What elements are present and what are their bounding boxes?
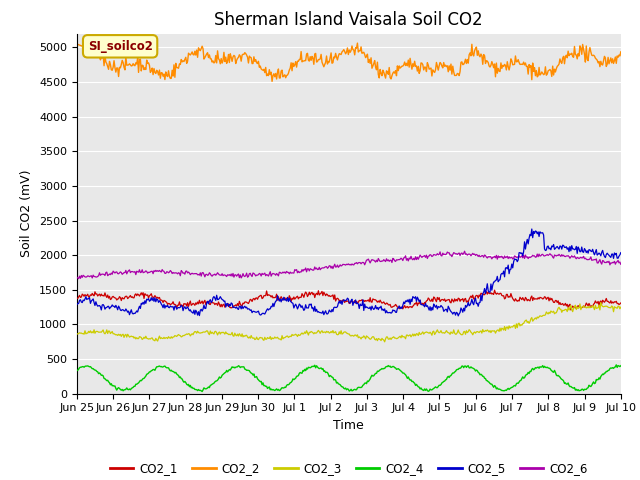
CO2_3 (617, 304, 625, 310)
CO2_5 (319, 308, 327, 314)
Text: SI_soilco2: SI_soilco2 (88, 40, 152, 53)
CO2_3 (483, 327, 491, 333)
CO2_1 (213, 301, 221, 307)
CO2_3 (437, 328, 445, 334)
CO2_4 (320, 369, 328, 374)
CO2_3 (394, 335, 402, 341)
CO2_5 (394, 306, 401, 312)
CO2_6 (73, 274, 81, 280)
CO2_2 (438, 63, 445, 69)
CO2_6 (617, 262, 625, 267)
CO2_2 (617, 49, 625, 55)
CO2_2 (169, 73, 177, 79)
CO2_2 (268, 78, 276, 84)
CO2_6 (394, 257, 402, 263)
CO2_4 (483, 378, 491, 384)
CO2_1 (169, 299, 177, 305)
CO2_6 (214, 270, 221, 276)
CO2_3 (319, 330, 327, 336)
Y-axis label: Soil CO2 (mV): Soil CO2 (mV) (20, 170, 33, 257)
CO2_1 (617, 300, 625, 306)
CO2_5 (169, 304, 177, 310)
Line: CO2_5: CO2_5 (77, 229, 621, 316)
CO2_3 (381, 339, 388, 345)
Legend: CO2_1, CO2_2, CO2_3, CO2_4, CO2_5, CO2_6: CO2_1, CO2_2, CO2_3, CO2_4, CO2_5, CO2_6 (105, 457, 593, 480)
CO2_6 (320, 265, 328, 271)
CO2_5 (454, 313, 462, 319)
CO2_6 (437, 252, 445, 258)
X-axis label: Time: Time (333, 419, 364, 432)
CO2_4 (394, 366, 402, 372)
CO2_6 (461, 248, 468, 254)
CO2_1 (436, 299, 444, 304)
CO2_1 (319, 293, 327, 299)
CO2_4 (73, 368, 81, 373)
CO2_6 (170, 270, 178, 276)
CO2_2 (73, 41, 81, 47)
Line: CO2_2: CO2_2 (77, 43, 621, 81)
CO2_5 (528, 226, 536, 232)
CO2_2 (213, 60, 221, 66)
CO2_4 (617, 363, 625, 369)
CO2_3 (169, 334, 177, 340)
CO2_1 (567, 307, 575, 313)
CO2_1 (73, 295, 81, 301)
CO2_2 (320, 64, 328, 70)
CO2_3 (213, 330, 221, 336)
CO2_2 (353, 40, 361, 46)
CO2_4 (198, 389, 206, 395)
CO2_6 (484, 254, 492, 260)
CO2_4 (437, 382, 445, 387)
CO2_1 (491, 288, 499, 293)
CO2_5 (436, 304, 444, 310)
CO2_5 (213, 292, 221, 298)
Line: CO2_3: CO2_3 (77, 302, 621, 342)
CO2_5 (73, 302, 81, 308)
CO2_4 (169, 369, 177, 374)
CO2_2 (396, 63, 403, 69)
CO2_1 (483, 288, 490, 294)
CO2_3 (597, 300, 605, 305)
CO2_2 (484, 60, 492, 65)
CO2_5 (617, 250, 625, 255)
CO2_3 (73, 331, 81, 336)
CO2_5 (483, 281, 491, 287)
CO2_4 (612, 362, 620, 368)
Line: CO2_4: CO2_4 (77, 365, 621, 392)
Line: CO2_6: CO2_6 (77, 251, 621, 279)
Title: Sherman Island Vaisala Soil CO2: Sherman Island Vaisala Soil CO2 (214, 11, 483, 29)
CO2_4 (214, 377, 221, 383)
CO2_1 (394, 304, 401, 310)
Line: CO2_1: CO2_1 (77, 290, 621, 310)
CO2_6 (75, 276, 83, 282)
